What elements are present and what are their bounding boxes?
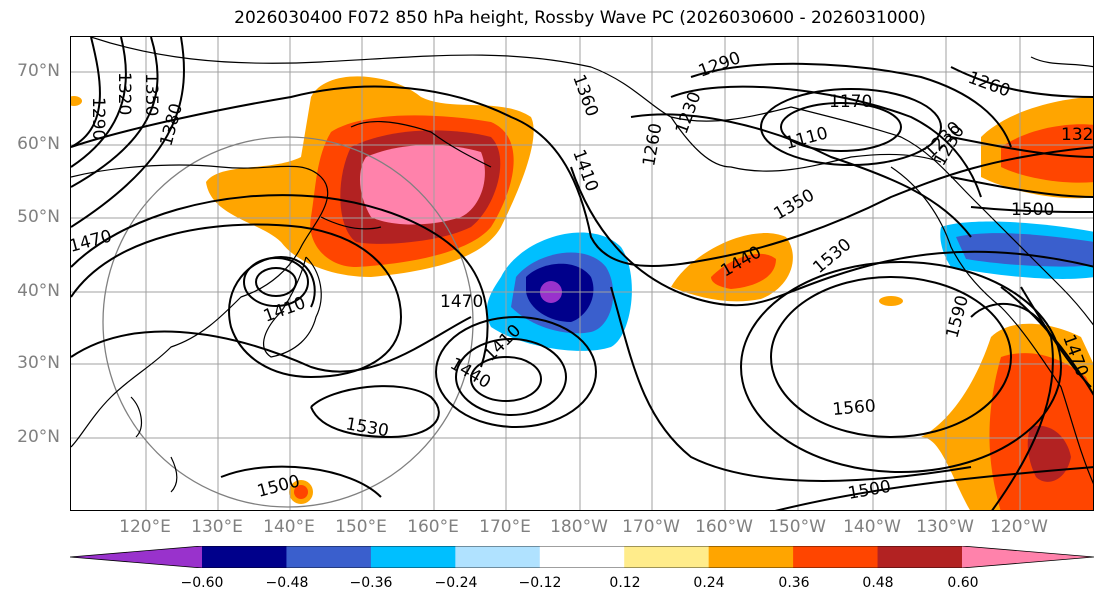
colorbar-segment [793, 546, 879, 568]
lon-label-120w: 120°W [990, 517, 1048, 537]
lon-label-140e: 140°E [263, 517, 315, 537]
lon-label-160w: 160°W [695, 517, 753, 537]
positive-anomaly-small-4 [71, 96, 82, 106]
lon-label-140w: 140°W [843, 517, 901, 537]
lon-label-120e: 120°E [119, 517, 171, 537]
positive-anomaly-se-core [1027, 425, 1071, 482]
contour-label: 1530 [344, 414, 390, 441]
lon-label-160e: 160°E [407, 517, 459, 537]
colorbar-tick: −0.24 [434, 575, 478, 591]
contour-label: 1470 [71, 226, 114, 257]
colorbar-extend-low [70, 546, 202, 568]
colorbar-tick: −0.36 [349, 575, 393, 591]
contour-label: 1500 [1011, 200, 1054, 220]
contour-label: 1410 [568, 147, 602, 194]
colorbar-segment [286, 546, 372, 568]
colorbar-segment [708, 546, 794, 568]
lon-label-150e: 150°E [335, 517, 387, 537]
colorbar-tick: 0.36 [778, 575, 810, 591]
graticule [71, 37, 1093, 510]
lon-label-180w: 180°W [550, 517, 608, 537]
lat-label-20: 20°N [17, 427, 60, 447]
colorbar-tick: −0.48 [265, 575, 309, 591]
colorbar-segment [370, 546, 456, 568]
contour-label: 1560 [832, 396, 877, 420]
contour-label: 1590 [943, 293, 974, 340]
colorbar-tick: −0.12 [518, 575, 562, 591]
colorbar-tick: 0.60 [947, 575, 979, 591]
lat-label-60: 60°N [17, 134, 60, 154]
colorbar-segment [877, 546, 963, 568]
map-panel: 1290 1320 1350 1380 1360 1410 1290 1260 … [70, 36, 1094, 511]
contour-label: 1320 [1061, 125, 1094, 145]
contour-label: 1470 [440, 292, 483, 312]
colorbar-segment [624, 546, 710, 568]
map-title: 2026030400 F072 850 hPa height, Rossby W… [234, 8, 926, 28]
colorbar-segment [202, 546, 287, 568]
contour-label: 1290 [88, 97, 108, 140]
contour-label: 1230 [672, 89, 706, 136]
colorbar-tick: 0.48 [862, 575, 894, 591]
contour-label: 1260 [965, 68, 1012, 102]
lat-label-50: 50°N [17, 207, 60, 227]
reference-circle [102, 136, 474, 508]
lon-label-130e: 130°E [191, 517, 243, 537]
contour-label: 1170 [829, 92, 872, 112]
contour-label: 1360 [568, 72, 602, 119]
colorbar-segment [539, 546, 625, 568]
positive-anomaly-small-3 [294, 485, 308, 499]
height-contours [71, 37, 1093, 510]
colorbar-tick: −0.60 [180, 575, 224, 591]
contour-label: 1320 [114, 72, 134, 115]
positive-anomaly-160w-inner [711, 253, 776, 289]
lat-label-70: 70°N [17, 61, 60, 81]
lat-label-40: 40°N [17, 281, 60, 301]
contour-label: 1410 [261, 293, 308, 327]
colorbar-tick: 0.24 [693, 575, 725, 591]
map-canvas: 1290 1320 1350 1380 1360 1410 1290 1260 … [71, 37, 1094, 510]
contour-label: 1290 [696, 48, 743, 82]
positive-anomaly-small-1 [879, 296, 903, 306]
lon-label-150w: 150°W [768, 517, 826, 537]
lat-label-30: 30°N [17, 353, 60, 373]
lon-label-170w: 170°W [622, 517, 680, 537]
colorbar-tick: 0.12 [609, 575, 641, 591]
contour-label: 1350 [141, 73, 161, 116]
contour-label: 1260 [639, 122, 666, 168]
colorbar-segment [455, 546, 541, 568]
lon-label-170e: 170°E [479, 517, 531, 537]
colorbar-extend-high [962, 546, 1094, 568]
lon-label-130w: 130°W [916, 517, 974, 537]
positive-anomaly-max [359, 145, 485, 225]
colorbar [70, 546, 1094, 568]
